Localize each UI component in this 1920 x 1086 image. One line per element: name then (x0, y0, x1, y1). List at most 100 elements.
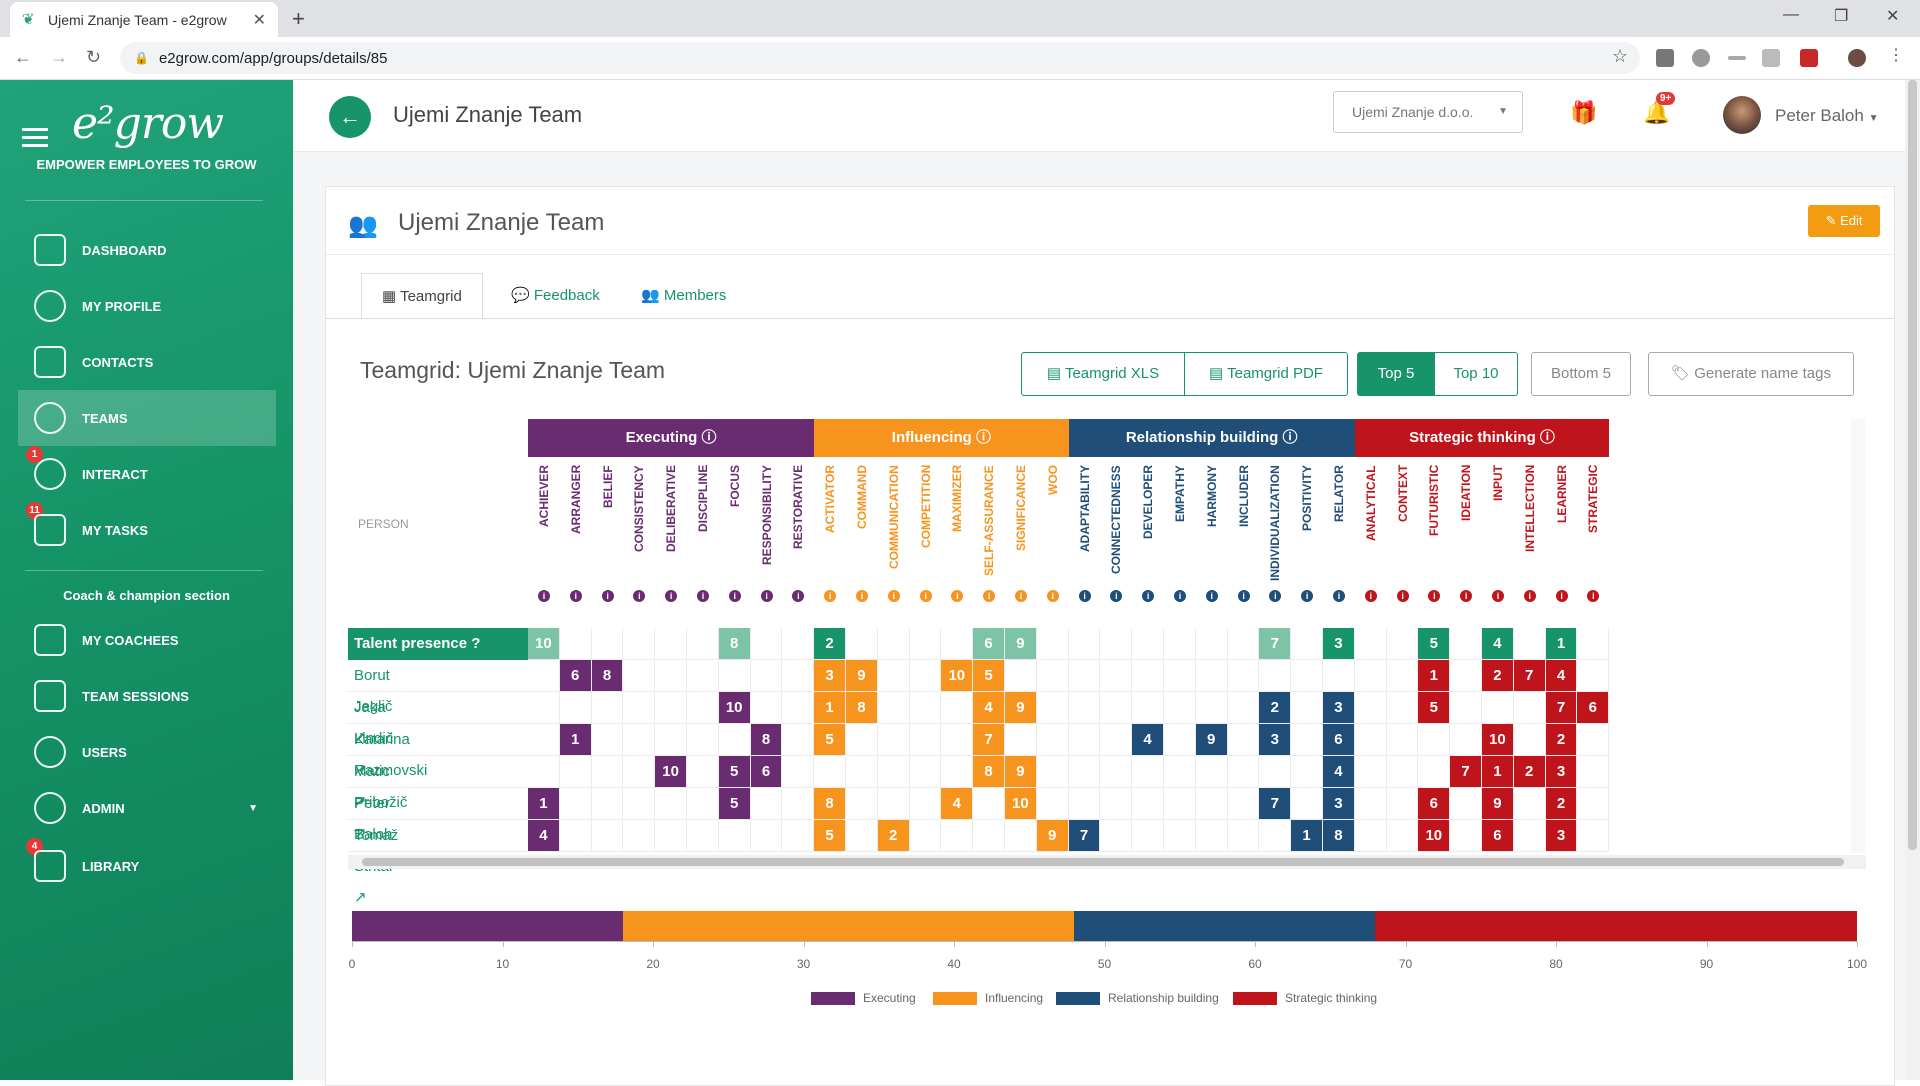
legend-item[interactable]: Influencing (933, 991, 1043, 1005)
sidebar-item-users[interactable]: USERS (18, 724, 276, 780)
info-icon[interactable]: i (1237, 590, 1250, 602)
sidebar-item-admin[interactable]: ADMIN ▼ (18, 780, 276, 836)
tab-members[interactable]: 👥 Members (641, 273, 726, 319)
page-scrollbar[interactable] (1905, 80, 1920, 1080)
person-link[interactable]: Matic Pribožič ↗ (354, 763, 408, 842)
info-icon[interactable]: i (665, 590, 678, 602)
help-icon[interactable]: ? (471, 635, 481, 652)
close-window-icon[interactable]: ✕ (1886, 8, 1900, 25)
back-button[interactable]: ← (329, 96, 371, 138)
vertical-scrollbar[interactable] (1851, 419, 1865, 853)
info-icon[interactable]: i (951, 590, 964, 602)
extension-globe-icon[interactable] (1692, 49, 1710, 67)
sidebar-item-dashboard[interactable]: DASHBOARD (18, 222, 276, 278)
gift-icon[interactable]: 🎁 (1570, 100, 1598, 125)
extension-monitor-icon[interactable] (1762, 49, 1780, 67)
company-select[interactable]: Ujemi Znanje d.o.o. ▼ (1333, 91, 1523, 133)
browser-tab[interactable]: ❦ Ujemi Znanje Team - e2grow ✕ (10, 2, 278, 37)
info-icon[interactable]: i (1523, 590, 1536, 602)
info-icon[interactable]: i (824, 590, 837, 602)
grid-cell (973, 820, 1005, 852)
forward-nav-icon[interactable]: → (50, 47, 68, 67)
scrollbar-thumb[interactable] (362, 858, 1844, 866)
legend-item[interactable]: Strategic thinking (1233, 991, 1377, 1005)
sidebar-item-team-sessions[interactable]: TEAM SESSIONS (18, 668, 276, 724)
info-icon[interactable]: i (1078, 590, 1091, 602)
extension-bar-icon[interactable] (1728, 56, 1746, 60)
info-icon[interactable]: i (1428, 590, 1441, 602)
info-icon[interactable]: i (792, 590, 805, 602)
sidebar-item-interact[interactable]: 1 INTERACT (18, 446, 276, 502)
edit-button[interactable]: ✎ Edit (1808, 205, 1880, 237)
new-tab-icon[interactable]: + (292, 6, 305, 31)
back-nav-icon[interactable]: ← (14, 47, 32, 67)
info-icon[interactable]: i (728, 590, 741, 602)
horizontal-scrollbar[interactable] (348, 855, 1866, 869)
info-icon[interactable]: i (697, 590, 709, 602)
top5-button[interactable]: Top 5 (1357, 352, 1435, 396)
info-icon[interactable]: i (569, 590, 582, 602)
sidebar-item-my-coachees[interactable]: MY COACHEES (18, 612, 276, 668)
teamgrid-xls-button[interactable]: ▤ Teamgrid XLS (1021, 352, 1185, 396)
user-menu[interactable]: Peter Baloh ▼ (1775, 106, 1878, 126)
browser-menu-icon[interactable]: ⋮ (1888, 47, 1904, 64)
person-link[interactable]: Jaka Lindič ↗ (354, 699, 394, 778)
info-icon[interactable]: i (760, 590, 773, 602)
grid-cell-value: 2 (877, 820, 910, 852)
generate-name-tags-button[interactable]: 🏷 Generate name tags (1648, 352, 1854, 396)
info-icon[interactable]: i (1460, 590, 1473, 602)
pdf-extension-icon[interactable] (1800, 49, 1818, 67)
info-icon[interactable]: i (1015, 590, 1027, 602)
sidebar-item-contacts[interactable]: CONTACTS (18, 334, 276, 390)
info-icon[interactable]: i (1142, 590, 1155, 602)
restore-icon[interactable]: ❐ (1834, 8, 1849, 25)
top10-button[interactable]: Top 10 (1434, 352, 1518, 396)
info-icon[interactable]: i (1492, 590, 1504, 602)
sidebar-item-my-profile[interactable]: MY PROFILE (18, 278, 276, 334)
info-icon[interactable]: i (1333, 590, 1345, 602)
sidebar-item-teams[interactable]: TEAMS (18, 390, 276, 446)
info-icon[interactable]: i (1301, 590, 1314, 602)
info-icon[interactable]: i (1587, 590, 1600, 602)
info-icon[interactable]: i (1555, 590, 1568, 602)
info-icon[interactable]: i (919, 590, 932, 602)
legend-item[interactable]: Relationship building (1056, 991, 1219, 1005)
avatar[interactable] (1723, 96, 1761, 134)
reload-icon[interactable]: ↻ (86, 47, 102, 67)
person-link[interactable]: Borut Jeglič ↗ (354, 667, 393, 746)
url-field[interactable]: 🔒 e2grow.com/app/groups/details/85 ☆ (120, 42, 1640, 74)
e2grow-logo[interactable]: e²grow (72, 98, 224, 149)
info-icon[interactable]: i (601, 590, 614, 602)
tab-feedback[interactable]: 💬 Feedback (511, 273, 600, 319)
info-icon[interactable]: i (856, 590, 868, 602)
info-icon[interactable]: i (1174, 590, 1186, 602)
close-tab-icon[interactable]: ✕ (252, 11, 266, 29)
sidebar-item-my-tasks[interactable]: 11 MY TASKS (18, 502, 276, 558)
info-icon[interactable]: i (983, 590, 996, 602)
grid-cell (846, 820, 878, 852)
info-icon[interactable]: i (1269, 590, 1282, 602)
bottom5-button[interactable]: Bottom 5 (1531, 352, 1631, 396)
info-icon[interactable]: i (538, 590, 550, 602)
info-icon[interactable]: i (1205, 590, 1218, 602)
info-icon[interactable]: i (1364, 590, 1377, 602)
hamburger-menu-icon[interactable] (22, 128, 48, 147)
grid-cell (1386, 660, 1419, 692)
info-icon[interactable]: i (887, 590, 900, 602)
grid-cell (1450, 820, 1482, 852)
info-icon[interactable]: i (633, 590, 646, 602)
info-icon[interactable]: i (1046, 590, 1059, 602)
legend-item[interactable]: Executing (811, 991, 916, 1005)
sidebar-item-library[interactable]: 4 LIBRARY (18, 838, 276, 894)
bookmark-star-icon[interactable]: ☆ (1611, 46, 1628, 66)
extension-c-icon[interactable] (1656, 49, 1674, 67)
person-link[interactable]: Katarina Razmovski ↗ (354, 731, 428, 810)
grid-cell (909, 628, 942, 660)
info-icon[interactable]: i (1396, 590, 1409, 602)
info-icon[interactable]: i (1110, 590, 1123, 602)
teamgrid-pdf-button[interactable]: ▤ Teamgrid PDF (1184, 352, 1348, 396)
profile-avatar-icon[interactable] (1848, 49, 1866, 67)
tab-teamgrid[interactable]: ▦ Teamgrid (361, 273, 483, 319)
page-scrollbar-thumb[interactable] (1908, 80, 1917, 850)
minimize-icon[interactable]: — (1783, 6, 1799, 23)
